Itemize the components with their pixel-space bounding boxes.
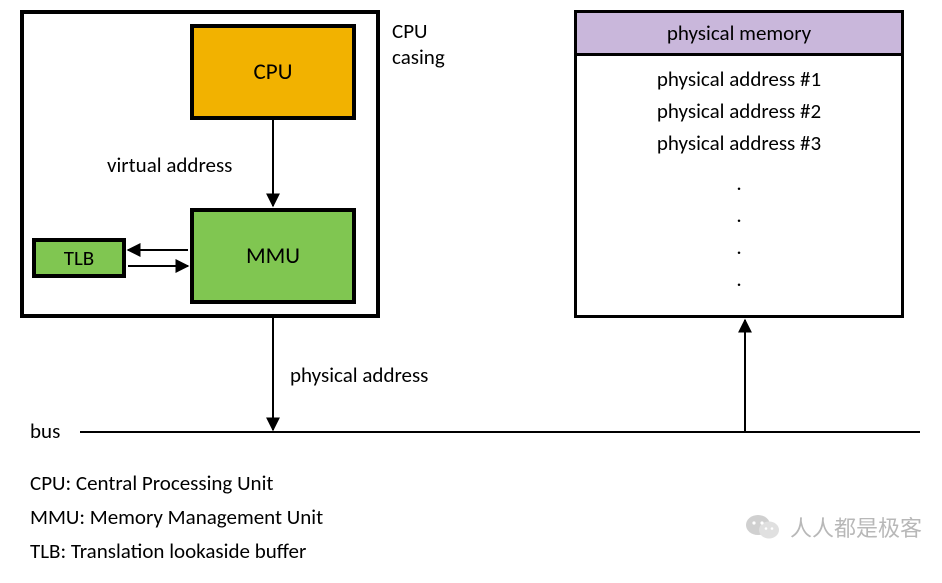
cpu-label: CPU [254, 58, 293, 86]
phys-addr-row: physical address #2 [657, 98, 821, 124]
virtual-address-label: virtual address [107, 152, 232, 178]
watermark: 人人都是极客 [746, 511, 922, 543]
cpu-box: CPU [190, 24, 356, 120]
phys-addr-row: physical address #1 [657, 66, 821, 92]
bus-label: bus [30, 418, 60, 444]
physical-memory-body: physical address #1 physical address #2 … [577, 56, 901, 315]
legend-mmu: MMU: Memory Management Unit [30, 504, 323, 530]
tlb-label: TLB [64, 245, 95, 271]
ellipsis-dot: . [736, 266, 741, 292]
mmu-label: MMU [246, 242, 300, 270]
mmu-box: MMU [190, 208, 356, 304]
physical-memory-header-label: physical memory [667, 20, 811, 46]
ellipsis-dot: . [736, 202, 741, 228]
legend-tlb: TLB: Translation lookaside buffer [30, 538, 306, 564]
watermark-text: 人人都是极客 [790, 511, 922, 543]
ellipsis-dot: . [736, 170, 741, 196]
cpu-casing-label-1: CPU [392, 18, 428, 44]
cpu-casing-label-2: casing [392, 44, 445, 70]
physical-memory-header: physical memory [577, 13, 901, 56]
physical-address-label: physical address [290, 362, 428, 388]
wechat-icon [746, 513, 780, 541]
phys-addr-row: physical address #3 [657, 130, 821, 156]
tlb-box: TLB [32, 238, 126, 278]
physical-memory-box: physical memory physical address #1 phys… [574, 10, 904, 318]
legend-cpu: CPU: Central Processing Unit [30, 470, 273, 496]
ellipsis-dot: . [736, 234, 741, 260]
